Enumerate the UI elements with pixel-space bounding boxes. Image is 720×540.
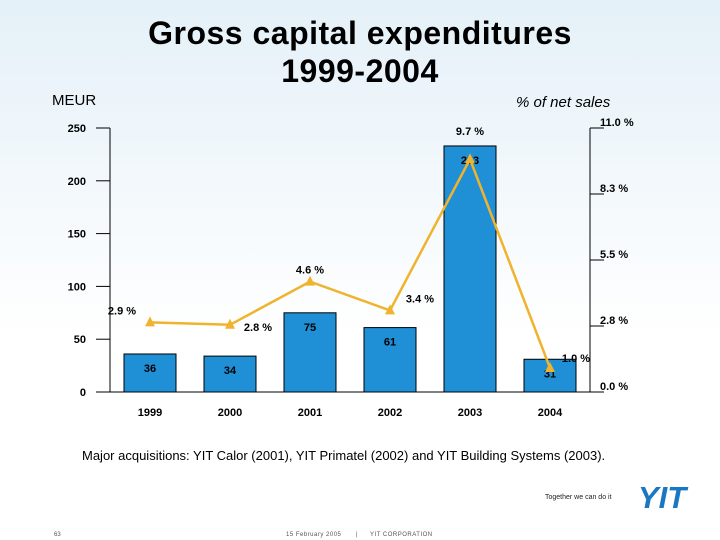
line-value-label: 4.6 % (296, 265, 324, 277)
right-tick-label: 0.0 % (600, 381, 628, 393)
line-value-label: 2.8 % (244, 322, 272, 334)
line-marker (225, 318, 235, 329)
right-tick-label: 8.3 % (600, 183, 628, 195)
left-tick-label: 100 (68, 281, 86, 293)
footer-company: YIT CORPORATION (370, 532, 433, 538)
right-axis-unit: % of net sales (516, 94, 611, 111)
bar-value-label: 36 (144, 363, 156, 375)
left-tick-label: 250 (68, 123, 86, 135)
right-tick-label: 11.0 % (600, 117, 634, 129)
left-axis-unit: MEUR (52, 92, 97, 109)
title-line-1: Gross capital expenditures (148, 15, 572, 51)
line-value-label: 3.4 % (406, 293, 434, 305)
bar (123, 353, 177, 393)
line-value-label: 1.0 % (562, 353, 590, 365)
x-tick-label: 2003 (458, 407, 482, 419)
chart-title: Gross capital expenditures 1999-2004 (90, 14, 630, 90)
line-marker (385, 304, 395, 315)
line-value-label: 2.9 % (108, 305, 136, 317)
x-tick-label: 1999 (138, 407, 162, 419)
title-line-2: 1999-2004 (281, 53, 439, 89)
slogan: Together we can do it (545, 494, 612, 501)
right-tick-label: 5.5 % (600, 249, 628, 261)
left-tick-label: 0 (80, 387, 86, 399)
x-tick-label: 2002 (378, 407, 402, 419)
bar (203, 355, 257, 393)
bar (443, 145, 497, 393)
bar (363, 327, 417, 393)
line-series (149, 156, 552, 369)
yit-logo: YIT (638, 480, 689, 514)
right-tick-label: 2.8 % (600, 315, 628, 327)
bar (283, 312, 337, 393)
line-marker (545, 362, 555, 372)
x-tick-label: 2004 (538, 407, 563, 419)
footer-separator: | (356, 532, 359, 538)
acquisitions-note: Major acquisitions: YIT Calor (2001), YI… (82, 448, 606, 463)
bar-value-label: 61 (384, 337, 396, 349)
line-marker (305, 275, 315, 286)
footer-date: 15 February 2005 (286, 532, 342, 538)
yit-logo-text: YIT (638, 480, 689, 514)
line-marker (145, 316, 155, 327)
left-tick-label: 150 (68, 229, 86, 241)
x-tick-label: 2000 (218, 407, 242, 419)
left-tick-label: 50 (74, 334, 86, 346)
page-number: 63 (54, 532, 61, 538)
line-value-label: 9.7 % (456, 126, 484, 138)
line-marker (465, 153, 475, 164)
bar-value-label: 34 (224, 365, 237, 377)
bar (523, 358, 577, 393)
bar-value-label: 75 (304, 322, 316, 334)
left-tick-label: 200 (68, 176, 86, 188)
x-tick-label: 2001 (298, 407, 322, 419)
